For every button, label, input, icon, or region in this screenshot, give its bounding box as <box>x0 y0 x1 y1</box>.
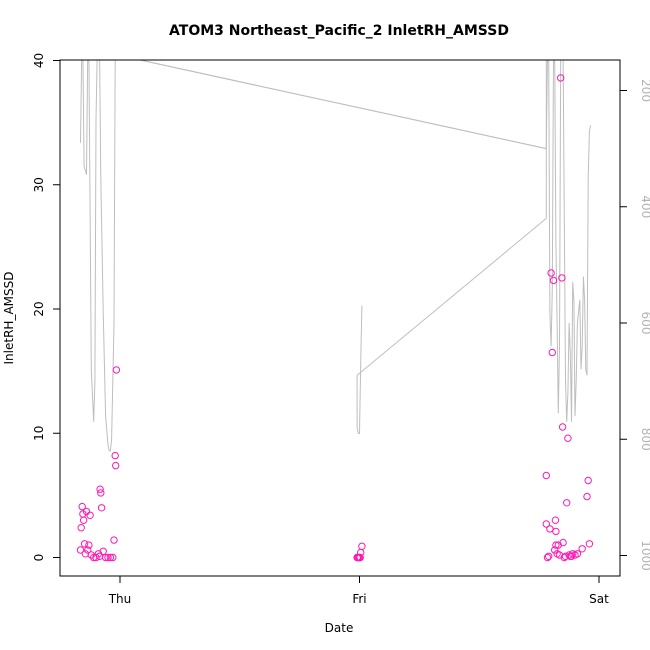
data-point <box>80 540 89 548</box>
plot-frame <box>59 59 621 577</box>
x-tick-label: Thu <box>108 592 132 606</box>
y2-tick-label: 400 <box>639 195 650 218</box>
data-point <box>86 511 94 519</box>
data-point <box>85 541 93 549</box>
data-point <box>542 471 550 480</box>
data-point <box>112 366 121 374</box>
data-point <box>92 553 100 562</box>
y-axis-label: InletRH_AMSSD <box>2 272 16 365</box>
series-line-1 <box>80 60 592 452</box>
data-point <box>546 525 554 533</box>
data-point <box>542 520 550 528</box>
data-point <box>584 476 592 485</box>
data-point <box>548 348 556 357</box>
x-axis: Thu Fri Sat <box>108 575 609 606</box>
data-point <box>79 516 88 524</box>
data-point <box>543 553 552 562</box>
data-point <box>573 550 582 558</box>
data-point <box>557 74 565 82</box>
y-tick-label: 20 <box>32 301 46 316</box>
x-tick-label: Fri <box>352 592 366 606</box>
series-line-4 <box>356 305 363 434</box>
y-tick-label: 0 <box>32 554 46 562</box>
data-point <box>109 553 117 562</box>
data-point <box>97 489 105 497</box>
data-point <box>563 499 571 507</box>
x-axis-label: Date <box>325 621 354 635</box>
point-layer <box>76 74 594 562</box>
data-point <box>558 423 567 431</box>
line-layer <box>80 60 592 452</box>
data-point <box>84 546 92 554</box>
data-point <box>356 553 364 562</box>
data-point <box>564 434 572 442</box>
data-point <box>96 485 104 493</box>
data-point <box>104 553 112 562</box>
data-point <box>99 547 107 555</box>
series-line-3 <box>137 60 547 150</box>
data-point <box>106 553 115 562</box>
data-point <box>552 527 560 536</box>
data-point <box>110 536 118 544</box>
data-point <box>585 540 594 548</box>
data-point <box>583 492 591 501</box>
data-point <box>545 552 553 560</box>
data-point <box>549 276 558 285</box>
data-point <box>358 542 366 550</box>
x-tick-label: Sat <box>589 592 609 606</box>
data-point <box>97 504 106 512</box>
y2-tick-label: 800 <box>639 428 650 451</box>
y2-tick-label: 200 <box>639 79 650 102</box>
data-point <box>78 502 86 511</box>
y-tick-label: 40 <box>32 53 46 68</box>
data-point <box>77 524 85 532</box>
series-line-5 <box>356 218 547 376</box>
y-axis: 0 10 20 30 40 <box>32 53 60 561</box>
data-point <box>101 553 110 562</box>
chart-marks <box>76 60 594 562</box>
data-point <box>552 541 560 549</box>
y-tick-label: 30 <box>32 177 46 192</box>
data-point <box>551 546 559 554</box>
data-point <box>547 269 555 277</box>
data-point <box>559 538 567 547</box>
data-point <box>578 545 586 553</box>
y-tick-label: 10 <box>32 426 46 441</box>
y2-axis: 200 400 600 800 1000 <box>620 79 650 571</box>
data-point <box>112 461 120 470</box>
data-point <box>111 451 119 460</box>
y2-tick-label: 600 <box>639 312 650 335</box>
chart-title: ATOM3 Northeast_Pacific_2 InletRH_AMSSD <box>169 23 509 39</box>
data-point <box>76 546 85 554</box>
data-point <box>551 516 560 524</box>
data-point <box>558 274 566 282</box>
y2-tick-label: 1000 <box>639 540 650 571</box>
